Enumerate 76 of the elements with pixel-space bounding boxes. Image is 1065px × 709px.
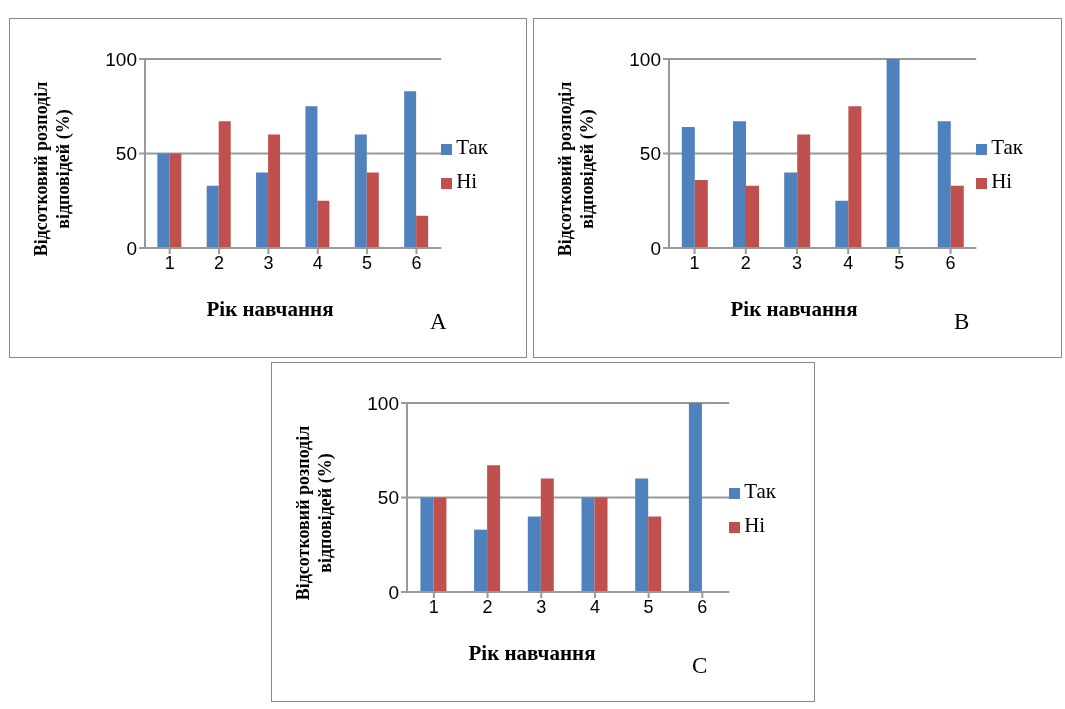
x-tick-label: 6 [697,596,708,617]
bar [635,478,649,592]
x-tick-label: 6 [411,252,422,273]
bar [433,497,447,592]
legend-label: Так [744,479,776,503]
y-tick-label: 100 [629,48,661,70]
bar [745,185,759,248]
x-tick-label: 4 [843,252,854,273]
y-tick-label: 100 [367,392,399,414]
x-tick-label: 6 [945,252,956,273]
text: A [430,309,447,335]
bar [540,478,554,592]
x-tick-label: 4 [312,252,323,273]
x-tick-label: 3 [536,596,547,617]
x-tick-label: 2 [482,596,493,617]
bar [366,172,379,248]
bar [581,497,595,592]
y-tick-label: 50 [639,143,661,165]
x-tick-label: 4 [589,596,600,617]
legend-label: Так [991,135,1023,159]
legend-label: Ні [456,169,478,193]
x-tick-label: 5 [643,596,654,617]
bar [694,179,708,248]
legend-label: Ні [744,513,766,537]
bar [784,172,798,248]
x-tick-label: 2 [214,252,225,273]
bar [206,185,219,248]
bar [305,106,318,248]
bar [950,185,964,248]
legend-label: Ні [991,169,1013,193]
x-tick-label: 3 [263,252,274,273]
x-tick-label: 2 [740,252,751,273]
bar [797,134,811,248]
y-axis-title: Відсотковий розподіл відповідей (%) [30,80,74,259]
x-axis-title: Рік навчання [205,297,335,322]
bar [688,403,702,592]
x-tick-label: 5 [894,252,905,273]
y-tick-label: 50 [115,143,137,165]
y-tick-label: 100 [105,48,137,70]
bar [420,497,434,592]
bar [317,200,330,248]
bar [835,200,849,248]
y-tick-label: 0 [126,237,137,259]
bar [157,153,170,248]
bar [268,134,281,248]
bar [937,121,951,248]
bar [256,172,269,248]
y-tick-label: 50 [377,487,399,509]
bar [404,91,417,248]
bar [848,106,862,248]
y-axis-title: Відсотковий розподіл відповідей (%) [292,424,336,603]
x-tick-label: 3 [791,252,802,273]
text: C [692,653,708,679]
bar [354,134,367,248]
x-axis-title: Рік навчання [729,297,859,322]
bar [416,215,429,248]
x-tick-label: 1 [428,596,439,617]
y-tick-label: 0 [650,237,661,259]
bar [527,516,541,592]
y-tick-label: 0 [388,581,399,603]
bar [732,121,746,248]
bar [218,121,231,248]
y-axis-title: Відсотковий розподіл відповідей (%) [554,80,598,259]
x-axis-title: Рік навчання [467,641,597,666]
text: B [954,309,970,335]
x-tick-label: 1 [689,252,700,273]
x-tick-label: 5 [362,252,373,273]
bar [474,529,488,592]
bar [681,127,695,248]
bar [487,465,501,592]
bar [169,153,182,248]
bar [886,59,900,248]
legend-label: Так [456,135,488,159]
bar [648,516,662,592]
x-tick-label: 1 [164,252,175,273]
bar [594,497,608,592]
